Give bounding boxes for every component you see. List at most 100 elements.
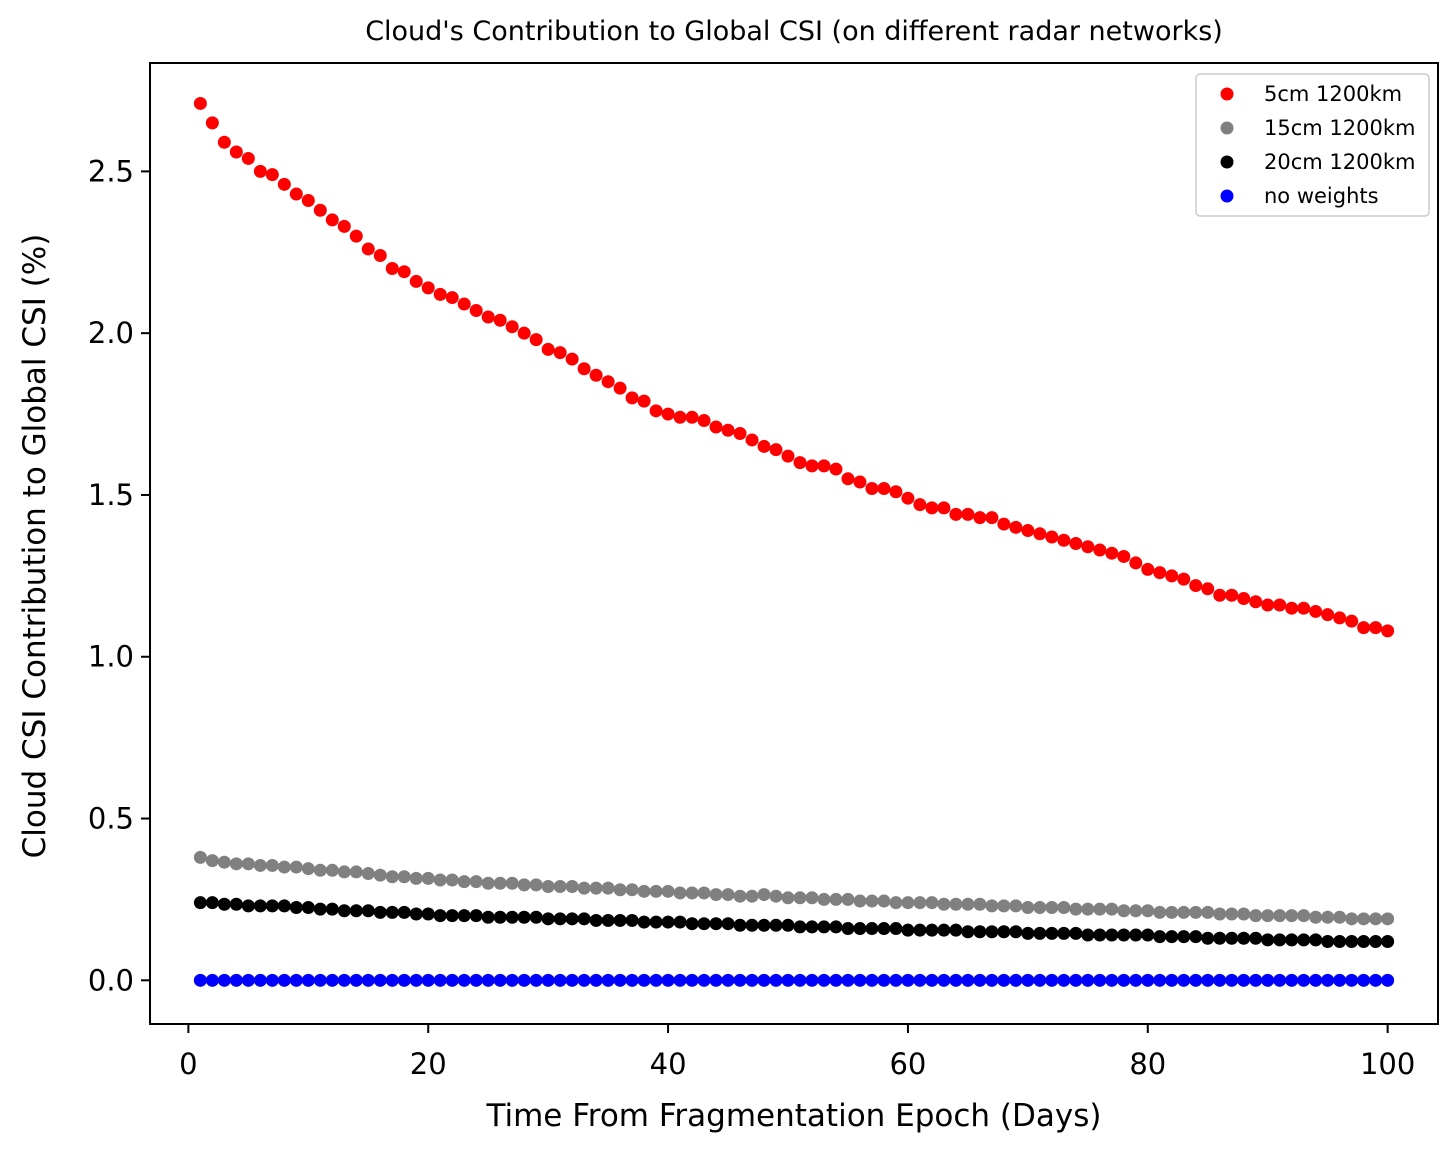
- data-point-15cm-1200km: [925, 896, 939, 910]
- data-point-15cm-1200km: [961, 897, 975, 911]
- legend-marker: [1220, 87, 1234, 101]
- data-point-15cm-1200km: [1309, 910, 1323, 924]
- data-point-20cm-1200km: [781, 918, 795, 932]
- data-point-5cm-1200km: [1357, 621, 1371, 635]
- data-point-20cm-1200km: [493, 910, 507, 924]
- data-point-20cm-1200km: [241, 899, 255, 913]
- data-point-15cm-1200km: [769, 889, 783, 903]
- data-point-20cm-1200km: [1153, 930, 1167, 944]
- data-point-5cm-1200km: [1261, 598, 1275, 612]
- data-point-no-weights: [277, 973, 291, 987]
- data-point-20cm-1200km: [1285, 933, 1299, 947]
- data-point-no-weights: [1357, 973, 1371, 987]
- data-point-no-weights: [553, 973, 567, 987]
- data-point-5cm-1200km: [973, 511, 987, 525]
- data-point-15cm-1200km: [1237, 907, 1251, 921]
- data-point-15cm-1200km: [1261, 909, 1275, 923]
- data-point-5cm-1200km: [925, 501, 939, 515]
- data-point-5cm-1200km: [685, 410, 699, 424]
- data-point-15cm-1200km: [205, 854, 219, 868]
- data-point-5cm-1200km: [1333, 611, 1347, 625]
- data-point-no-weights: [241, 973, 255, 987]
- data-point-15cm-1200km: [649, 884, 663, 898]
- data-point-15cm-1200km: [997, 899, 1011, 913]
- data-point-15cm-1200km: [481, 876, 495, 890]
- data-point-20cm-1200km: [973, 925, 987, 939]
- data-point-20cm-1200km: [1345, 934, 1359, 948]
- data-point-20cm-1200km: [289, 901, 303, 915]
- data-point-15cm-1200km: [1165, 905, 1179, 919]
- data-point-no-weights: [397, 973, 411, 987]
- data-point-5cm-1200km: [493, 313, 507, 327]
- data-point-20cm-1200km: [1333, 934, 1347, 948]
- x-tick-label: 80: [1129, 1047, 1166, 1081]
- data-point-no-weights: [877, 973, 891, 987]
- data-point-15cm-1200km: [361, 867, 375, 881]
- data-point-5cm-1200km: [217, 135, 231, 149]
- data-point-5cm-1200km: [1381, 624, 1395, 638]
- data-point-15cm-1200km: [1057, 901, 1071, 915]
- data-point-15cm-1200km: [721, 888, 735, 902]
- chart-title: Cloud's Contribution to Global CSI (on d…: [365, 16, 1223, 47]
- data-point-no-weights: [1321, 973, 1335, 987]
- data-point-5cm-1200km: [1081, 540, 1095, 554]
- legend-label: 15cm 1200km: [1264, 116, 1415, 140]
- y-tick-label: 2.0: [88, 316, 134, 350]
- data-point-no-weights: [1057, 973, 1071, 987]
- data-point-20cm-1200km: [1045, 926, 1059, 940]
- data-point-20cm-1200km: [565, 912, 579, 926]
- data-point-no-weights: [829, 973, 843, 987]
- data-point-15cm-1200km: [1033, 901, 1047, 915]
- data-point-15cm-1200km: [517, 878, 531, 892]
- data-point-15cm-1200km: [229, 857, 243, 871]
- data-point-15cm-1200km: [1093, 902, 1107, 916]
- data-point-15cm-1200km: [553, 879, 567, 893]
- data-point-no-weights: [565, 973, 579, 987]
- data-point-no-weights: [937, 973, 951, 987]
- data-point-no-weights: [613, 973, 627, 987]
- data-point-no-weights: [805, 973, 819, 987]
- data-point-5cm-1200km: [433, 287, 447, 301]
- y-tick-label: 0.5: [88, 802, 134, 836]
- data-point-no-weights: [781, 973, 795, 987]
- data-point-20cm-1200km: [805, 920, 819, 934]
- data-point-no-weights: [1069, 973, 1083, 987]
- data-point-no-weights: [637, 973, 651, 987]
- data-point-20cm-1200km: [745, 918, 759, 932]
- data-point-no-weights: [409, 973, 423, 987]
- data-point-5cm-1200km: [301, 194, 315, 208]
- data-point-15cm-1200km: [1321, 910, 1335, 924]
- data-point-15cm-1200km: [1357, 912, 1371, 926]
- data-point-no-weights: [1309, 973, 1323, 987]
- data-point-20cm-1200km: [709, 917, 723, 931]
- data-point-no-weights: [589, 973, 603, 987]
- data-point-15cm-1200km: [265, 858, 279, 872]
- data-point-15cm-1200km: [349, 865, 363, 879]
- legend-label: 20cm 1200km: [1264, 150, 1415, 174]
- data-point-no-weights: [1345, 973, 1359, 987]
- data-point-20cm-1200km: [385, 905, 399, 919]
- data-point-no-weights: [361, 973, 375, 987]
- data-point-5cm-1200km: [1309, 604, 1323, 618]
- data-point-20cm-1200km: [1165, 930, 1179, 944]
- data-point-15cm-1200km: [1213, 907, 1227, 921]
- data-point-20cm-1200km: [865, 922, 879, 936]
- data-point-5cm-1200km: [1213, 588, 1227, 602]
- data-point-no-weights: [1261, 973, 1275, 987]
- data-point-20cm-1200km: [853, 922, 867, 936]
- data-point-15cm-1200km: [385, 870, 399, 884]
- data-point-no-weights: [433, 973, 447, 987]
- data-point-15cm-1200km: [457, 875, 471, 889]
- data-point-20cm-1200km: [337, 904, 351, 918]
- data-point-15cm-1200km: [733, 889, 747, 903]
- data-point-15cm-1200km: [289, 860, 303, 874]
- data-point-20cm-1200km: [1213, 931, 1227, 945]
- data-point-15cm-1200km: [901, 896, 915, 910]
- data-point-20cm-1200km: [829, 920, 843, 934]
- data-point-20cm-1200km: [469, 909, 483, 923]
- data-point-15cm-1200km: [1069, 902, 1083, 916]
- y-axis-ticks: 0.0 0.5 1.0 1.5 2.0 2.5: [88, 154, 150, 997]
- data-point-20cm-1200km: [1081, 928, 1095, 942]
- data-point-no-weights: [889, 973, 903, 987]
- data-point-no-weights: [673, 973, 687, 987]
